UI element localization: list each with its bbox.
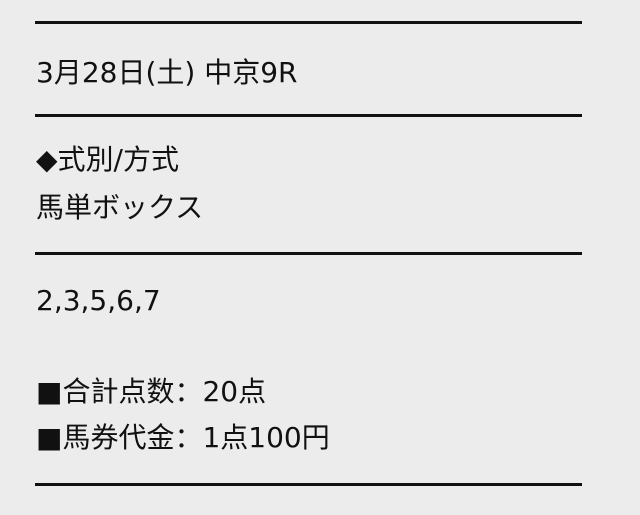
total-points: ■合計点数：20点 [36, 375, 267, 408]
race-date-venue: 3月28日(土) 中京9R [36, 56, 298, 89]
bet-type-heading: ◆式別/方式 [36, 143, 179, 176]
bet-type-value: 馬単ボックス [36, 191, 204, 224]
divider [35, 114, 582, 117]
divider [35, 21, 582, 24]
divider [35, 252, 582, 255]
selected-numbers: 2,3,5,6,7 [36, 284, 161, 317]
divider [35, 483, 582, 486]
ticket-price: ■馬券代金：1点100円 [36, 421, 330, 454]
